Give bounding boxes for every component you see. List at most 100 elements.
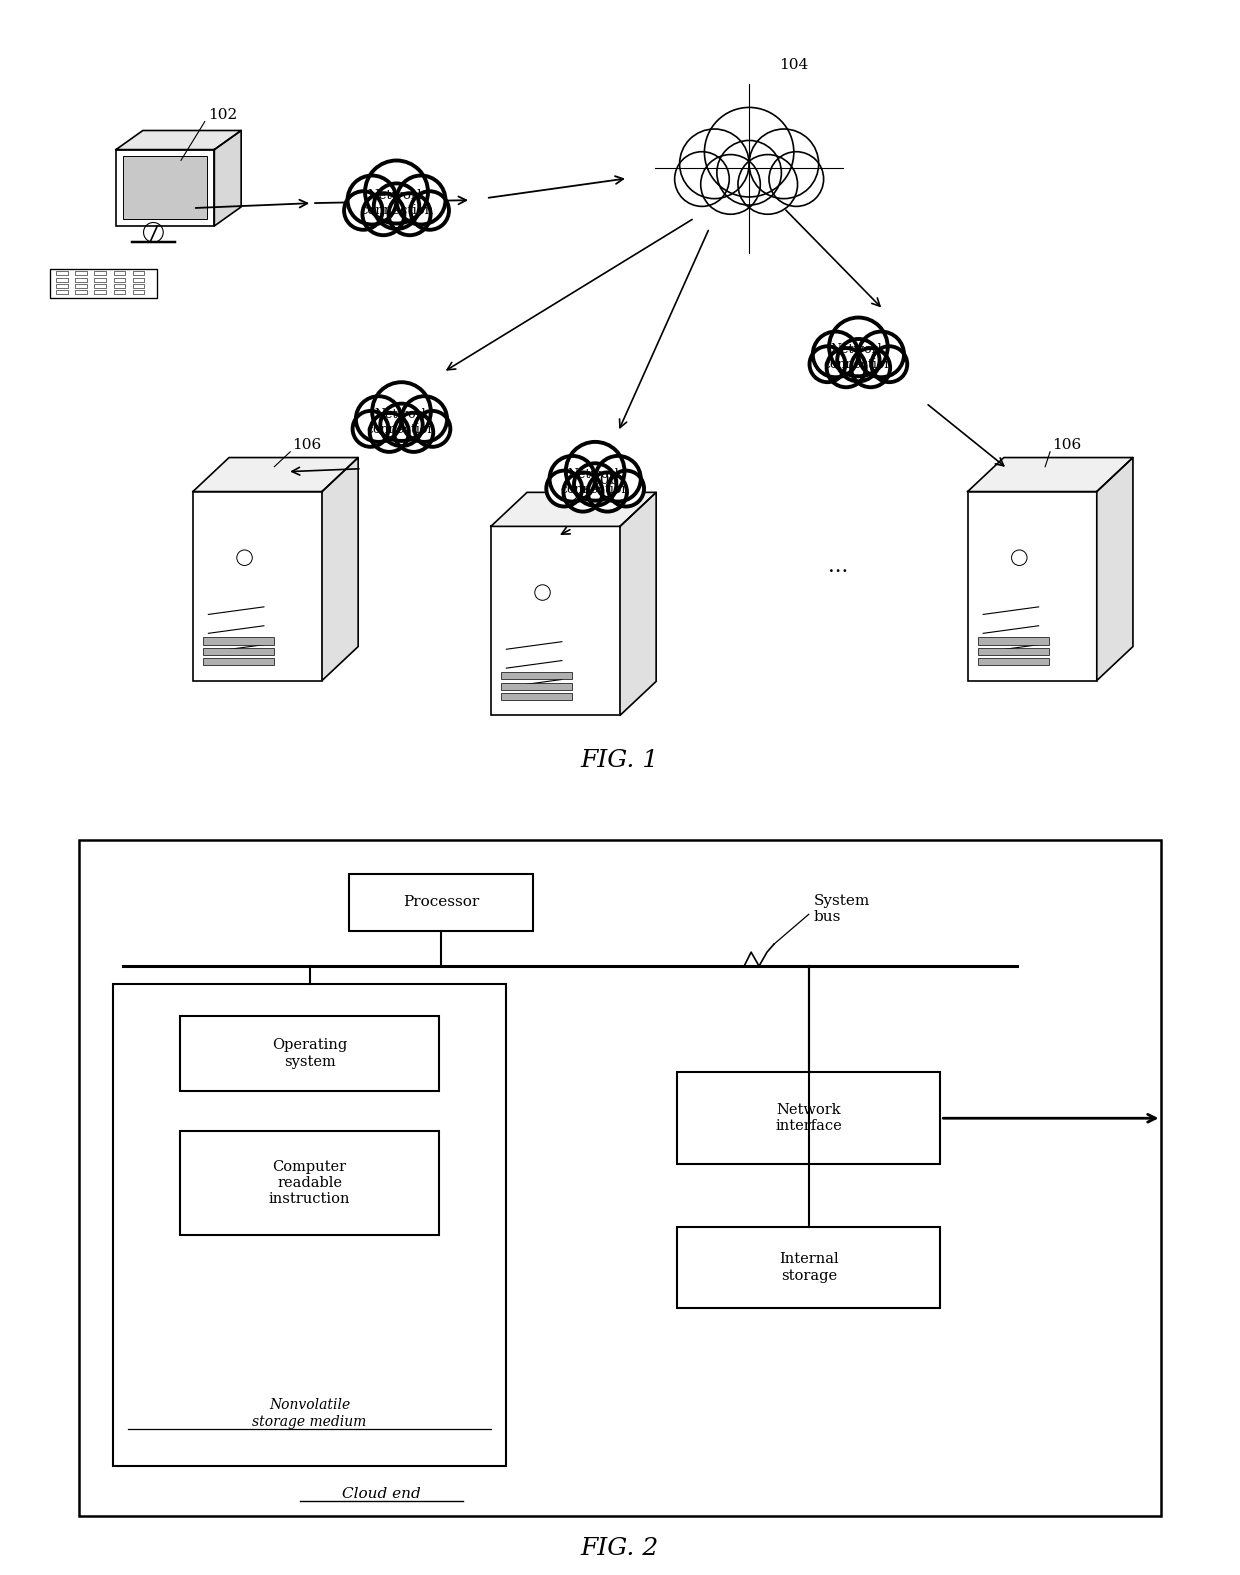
Text: 106: 106: [590, 472, 620, 487]
Circle shape: [372, 383, 430, 441]
Circle shape: [738, 154, 797, 214]
FancyBboxPatch shape: [123, 156, 207, 219]
Circle shape: [574, 463, 616, 506]
Text: Cloud end: Cloud end: [342, 1487, 422, 1501]
Circle shape: [769, 151, 823, 206]
Circle shape: [347, 175, 397, 225]
FancyBboxPatch shape: [133, 290, 144, 295]
Circle shape: [343, 191, 382, 230]
Circle shape: [565, 443, 625, 501]
FancyBboxPatch shape: [677, 1073, 940, 1164]
Circle shape: [410, 191, 449, 230]
FancyBboxPatch shape: [94, 284, 107, 288]
Circle shape: [373, 183, 419, 228]
Circle shape: [749, 129, 818, 198]
FancyBboxPatch shape: [76, 290, 87, 295]
Circle shape: [394, 413, 433, 452]
Text: Nonvolatile
storage medium: Nonvolatile storage medium: [253, 1399, 367, 1429]
FancyBboxPatch shape: [133, 277, 144, 282]
Circle shape: [830, 318, 888, 376]
FancyBboxPatch shape: [501, 682, 572, 690]
Circle shape: [858, 332, 904, 378]
FancyBboxPatch shape: [76, 277, 87, 282]
Circle shape: [381, 403, 423, 446]
Circle shape: [704, 107, 794, 197]
Circle shape: [717, 140, 781, 205]
Circle shape: [356, 397, 402, 443]
FancyBboxPatch shape: [76, 271, 87, 276]
Circle shape: [388, 194, 430, 235]
Circle shape: [595, 455, 641, 501]
Polygon shape: [117, 150, 215, 225]
Text: 106: 106: [293, 438, 321, 452]
Circle shape: [362, 194, 404, 235]
FancyBboxPatch shape: [56, 290, 68, 295]
FancyBboxPatch shape: [203, 658, 274, 666]
FancyBboxPatch shape: [133, 284, 144, 288]
FancyBboxPatch shape: [78, 839, 1162, 1517]
Circle shape: [365, 161, 428, 224]
Text: Computer
readable
instruction: Computer readable instruction: [269, 1159, 351, 1206]
Text: Network
connection: Network connection: [560, 468, 630, 496]
FancyBboxPatch shape: [501, 693, 572, 701]
Polygon shape: [117, 131, 241, 150]
FancyBboxPatch shape: [203, 638, 274, 644]
FancyBboxPatch shape: [114, 277, 125, 282]
Circle shape: [812, 332, 858, 378]
Circle shape: [810, 346, 846, 383]
Circle shape: [837, 339, 879, 381]
Circle shape: [680, 129, 749, 198]
Polygon shape: [967, 458, 1133, 491]
FancyBboxPatch shape: [181, 1016, 439, 1091]
Circle shape: [352, 411, 388, 447]
FancyBboxPatch shape: [114, 284, 125, 288]
Circle shape: [872, 346, 908, 383]
Circle shape: [547, 471, 582, 507]
Polygon shape: [491, 493, 656, 526]
Text: 104: 104: [779, 58, 808, 72]
FancyBboxPatch shape: [181, 1131, 439, 1235]
Polygon shape: [1096, 458, 1133, 680]
FancyBboxPatch shape: [114, 271, 125, 276]
FancyBboxPatch shape: [56, 284, 68, 288]
FancyBboxPatch shape: [350, 874, 533, 931]
Circle shape: [608, 471, 644, 507]
Polygon shape: [193, 458, 358, 491]
Polygon shape: [322, 458, 358, 680]
Circle shape: [414, 411, 450, 447]
Circle shape: [549, 455, 595, 501]
Text: Network
connection: Network connection: [360, 189, 433, 217]
Circle shape: [675, 151, 729, 206]
FancyBboxPatch shape: [133, 271, 144, 276]
Circle shape: [701, 154, 760, 214]
Text: ...: ...: [828, 556, 848, 576]
Text: Internal
storage: Internal storage: [779, 1252, 838, 1282]
Text: Network
connection: Network connection: [367, 408, 436, 436]
FancyBboxPatch shape: [113, 984, 506, 1466]
FancyBboxPatch shape: [978, 638, 1049, 644]
FancyBboxPatch shape: [56, 277, 68, 282]
Circle shape: [563, 472, 603, 512]
Text: FIG. 1: FIG. 1: [580, 748, 660, 772]
FancyBboxPatch shape: [203, 647, 274, 655]
FancyBboxPatch shape: [491, 526, 620, 715]
Text: Network
interface: Network interface: [775, 1102, 842, 1134]
Circle shape: [402, 397, 448, 443]
FancyBboxPatch shape: [501, 673, 572, 679]
Circle shape: [370, 413, 409, 452]
FancyBboxPatch shape: [56, 271, 68, 276]
Polygon shape: [215, 131, 241, 225]
FancyBboxPatch shape: [978, 658, 1049, 666]
FancyBboxPatch shape: [193, 491, 322, 680]
Text: 106: 106: [1052, 438, 1081, 452]
Text: FIG. 2: FIG. 2: [580, 1537, 660, 1561]
FancyBboxPatch shape: [50, 269, 157, 298]
Polygon shape: [620, 493, 656, 715]
FancyBboxPatch shape: [76, 284, 87, 288]
Circle shape: [827, 348, 866, 387]
FancyBboxPatch shape: [677, 1227, 940, 1309]
Text: Operating
system: Operating system: [272, 1038, 347, 1069]
Circle shape: [588, 472, 627, 512]
Circle shape: [851, 348, 890, 387]
Text: Network
connection: Network connection: [823, 343, 893, 372]
